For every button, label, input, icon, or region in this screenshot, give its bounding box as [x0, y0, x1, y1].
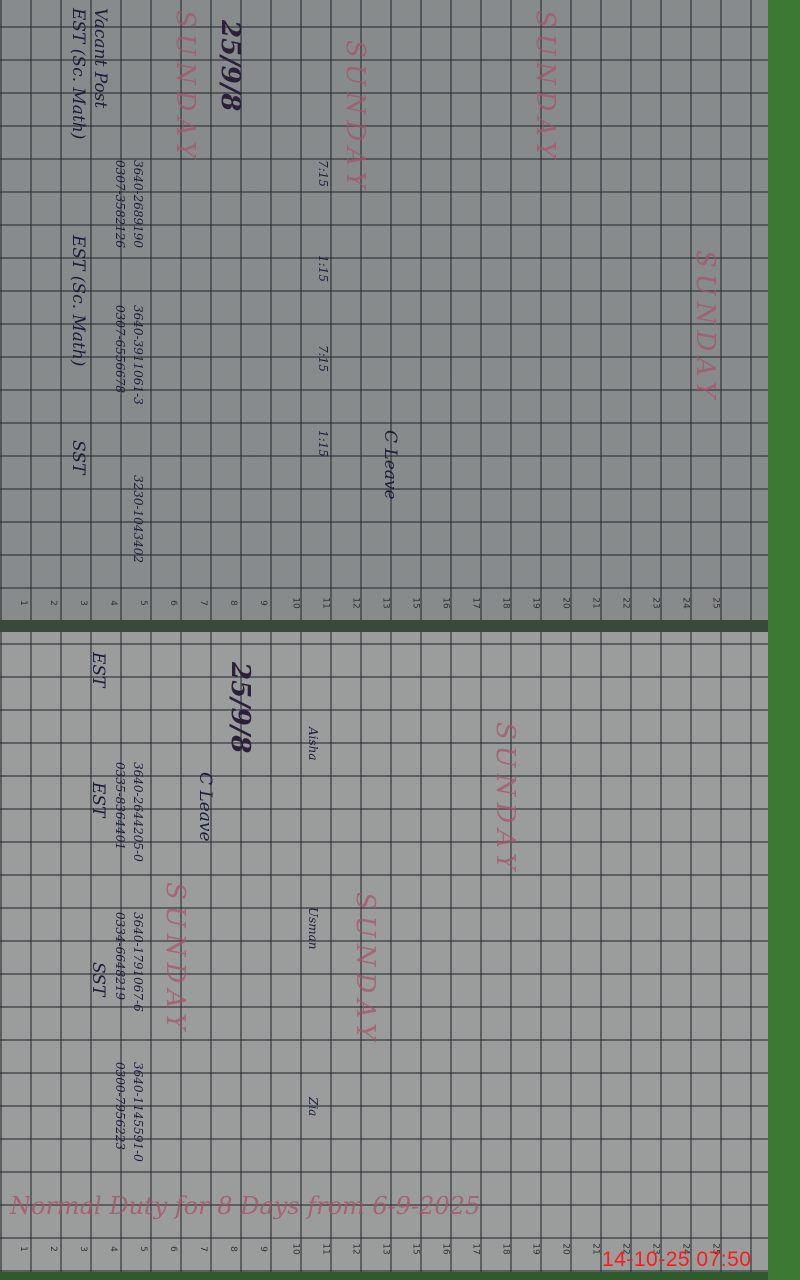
page-date: 25/9/8 — [225, 662, 255, 754]
header-vacant-post: Vacant Post — [90, 8, 110, 109]
sunday-label: SUNDAY — [530, 10, 560, 165]
row-number: 4 — [107, 600, 118, 606]
row-number: 2 — [47, 1246, 58, 1252]
time-entry: 7:15 — [316, 345, 330, 372]
row-number: 22 — [620, 597, 631, 609]
row-number: 20 — [560, 597, 571, 609]
phone-number: 0335-8364401 — [113, 762, 127, 851]
notebook-spine — [0, 620, 768, 634]
time-entry: 1:15 — [316, 255, 330, 282]
row-number: 6 — [167, 600, 178, 606]
leave-label: C Leave — [195, 772, 215, 842]
row-number: 25 — [710, 597, 721, 609]
phone-number: 0307-6556678 — [113, 305, 127, 394]
register-page-right: 25/9/8 EST EST SST 3640-2644205-0 0335-8… — [0, 632, 768, 1272]
row-number: 21 — [590, 597, 601, 609]
header-sst: SST — [88, 962, 108, 997]
row-number: 8 — [227, 600, 238, 606]
row-number: 7 — [197, 600, 208, 606]
row-number: 23 — [650, 597, 661, 609]
phone-number: 3640-2689190 — [131, 160, 145, 249]
sunday-label: SUNDAY — [340, 40, 370, 195]
row-number: 9 — [257, 600, 268, 606]
row-number: 13 — [380, 597, 391, 609]
header-est-sc-math-2: EST (Sc. Math) — [68, 235, 88, 367]
row-number: 15 — [410, 1243, 421, 1255]
sunday-label: SUNDAY — [350, 892, 380, 1047]
row-number: 16 — [440, 1243, 451, 1255]
leave-label: C Leave — [380, 430, 400, 500]
row-number: 20 — [560, 1243, 571, 1255]
sunday-label: SUNDAY — [490, 722, 520, 877]
row-number: 18 — [500, 597, 511, 609]
sunday-label: SUNDAY — [160, 882, 190, 1037]
row-number: 12 — [350, 597, 361, 609]
header-sst: SST — [68, 440, 88, 475]
phone-number: 3230-1043402 — [131, 475, 145, 564]
sunday-label: SUNDAY — [690, 250, 720, 405]
phone-number: 0300-7956223 — [113, 1062, 127, 1151]
row-number: 3 — [77, 600, 88, 606]
row-number: 4 — [107, 1246, 118, 1252]
time-entry: 7:15 — [316, 160, 330, 187]
row-number: 19 — [530, 1243, 541, 1255]
phone-number: 3640-1145591-0 — [131, 1062, 145, 1162]
row-number: 11 — [320, 1243, 331, 1255]
photo-timestamp: 14-10-25 07:50 — [602, 1248, 752, 1271]
name-entry: Zia — [306, 1097, 320, 1117]
normal-duty-note: Normal Duty for 8 Days from 6-9-2025 — [10, 1192, 481, 1220]
row-number: 3 — [77, 1246, 88, 1252]
row-number: 9 — [257, 1246, 268, 1252]
row-number: 24 — [680, 597, 691, 609]
row-number: 10 — [290, 597, 301, 609]
row-number: 7 — [197, 1246, 208, 1252]
sunday-label: SUNDAY — [170, 10, 200, 165]
row-number: 15 — [410, 597, 421, 609]
row-number: 6 — [167, 1246, 178, 1252]
row-number: 10 — [290, 1243, 301, 1255]
header-est-sc-math: EST (Sc. Math) — [68, 8, 88, 140]
row-number: 1 — [17, 600, 28, 606]
row-number: 19 — [530, 597, 541, 609]
row-number: 16 — [440, 597, 451, 609]
register-page-left: 25/9/8 Vacant Post EST (Sc. Math) EST (S… — [0, 0, 768, 622]
name-entry: Usman — [306, 907, 320, 950]
row-number: 17 — [470, 1243, 481, 1255]
header-est-2: EST — [88, 782, 108, 818]
page-date: 25/9/8 — [215, 20, 245, 112]
time-entry: 1:15 — [316, 430, 330, 457]
row-number: 5 — [137, 1246, 148, 1252]
row-number: 8 — [227, 1246, 238, 1252]
header-est: EST — [88, 652, 108, 688]
row-number: 21 — [590, 1243, 601, 1255]
row-number: 18 — [500, 1243, 511, 1255]
row-number: 12 — [350, 1243, 361, 1255]
phone-number: 3640-1791067-6 — [131, 912, 145, 1012]
row-number: 5 — [137, 600, 148, 606]
phone-number: 0334-6648219 — [113, 912, 127, 1001]
notebook-cover-edge — [768, 0, 800, 1280]
phone-number: 0307-3582126 — [113, 160, 127, 249]
row-number: 2 — [47, 600, 58, 606]
row-number: 13 — [380, 1243, 391, 1255]
phone-number: 3640-2644205-0 — [131, 762, 145, 862]
phone-number: 3640-3911061-3 — [131, 305, 145, 405]
name-entry: Aisha — [306, 727, 320, 761]
row-number: 11 — [320, 597, 331, 609]
row-number: 1 — [17, 1246, 28, 1252]
row-number: 17 — [470, 597, 481, 609]
